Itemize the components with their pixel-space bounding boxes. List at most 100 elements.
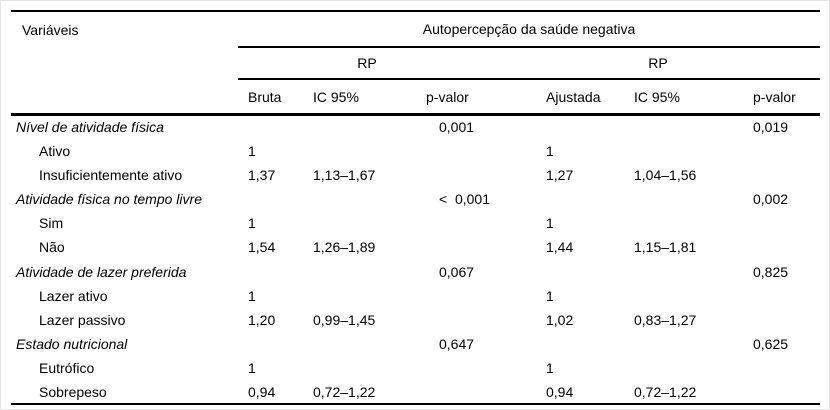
cell-pvalue-adjusted xyxy=(751,163,820,187)
cell-ic95-adjusted: 1,04–1,56 xyxy=(634,166,697,183)
row-label: Estado nutricional xyxy=(16,335,128,352)
cell-bruta: 1 xyxy=(248,287,256,304)
cell-ic95-crude xyxy=(301,139,426,163)
row-label: Sobrepeso xyxy=(11,380,238,406)
table-row: Eutrófico 1 1 xyxy=(11,356,820,380)
cell-ic95-crude xyxy=(301,356,426,380)
cell-bruta: 1 xyxy=(248,142,256,159)
cell-ic95-adjusted xyxy=(633,187,751,211)
table-row: Lazer passivo 1,20 0,99–1,45 1,02 0,83–1… xyxy=(11,308,820,332)
cell-pvalue-crude xyxy=(426,284,546,308)
cell-pvalue-crude xyxy=(426,308,546,332)
cell-pvalue-adjusted: 0,019 xyxy=(753,119,789,136)
row-label: Atividade física no tempo livre xyxy=(16,191,202,208)
cell-ic95-crude: 1,26–1,89 xyxy=(313,239,376,256)
header-row-columns: Bruta IC 95% p-valor Ajustada IC 95% p-v… xyxy=(11,79,821,116)
cell-ic95-crude: 1,13–1,67 xyxy=(313,166,376,183)
cell-bruta: 1,20 xyxy=(248,311,276,328)
category-row: Atividade de lazer preferida 0,067 0,825 xyxy=(11,259,820,283)
cell-ic95-crude: 0,72–1,22 xyxy=(301,380,426,406)
cell-ic95-adjusted: 0,72–1,22 xyxy=(633,380,751,406)
category-row: Nível de atividade física 0,001 0,019 xyxy=(11,115,820,139)
cell-ic95-adjusted xyxy=(633,115,751,139)
cell-ic95-crude xyxy=(301,187,426,211)
cell-ic95-adjusted xyxy=(633,332,751,356)
table-row: Sobrepeso 0,94 0,72–1,22 0,94 0,72–1,22 xyxy=(11,380,821,406)
cell-ajustada xyxy=(546,259,633,283)
cell-ic95-crude xyxy=(301,332,426,356)
cell-bruta: 1,37 xyxy=(248,166,276,183)
cell-ic95-adjusted xyxy=(633,139,751,163)
cell-pvalue-crude xyxy=(426,163,546,187)
cell-ajustada: 1,27 xyxy=(546,166,574,183)
cell-ic95-crude xyxy=(301,284,426,308)
cell-ajustada: 1,44 xyxy=(546,239,574,256)
cell-ic95-crude xyxy=(301,259,426,283)
cell-ic95-crude xyxy=(301,211,426,235)
cell-ajustada: 1 xyxy=(546,360,554,377)
cell-pvalue-crude: < 0,001 xyxy=(439,191,490,208)
row-label: Ativo xyxy=(39,142,71,159)
cell-bruta: 1,54 xyxy=(248,239,276,256)
cell-ic95-adjusted: 0,83–1,27 xyxy=(634,311,697,328)
row-label: Não xyxy=(39,239,65,256)
column-header-bruta: Bruta xyxy=(238,79,301,116)
cell-ajustada xyxy=(546,187,633,211)
row-label: Lazer ativo xyxy=(39,287,108,304)
row-label: Eutrófico xyxy=(39,360,95,377)
cell-pvalue-crude xyxy=(426,235,546,259)
category-row: Atividade física no tempo livre < 0,001 … xyxy=(11,187,820,211)
cell-bruta xyxy=(238,115,301,139)
cell-pvalue-adjusted: 0,002 xyxy=(753,191,789,208)
cell-ajustada xyxy=(546,115,633,139)
cell-ic95-adjusted: 1,15–1,81 xyxy=(634,239,697,256)
column-header-ic95-crude: IC 95% xyxy=(301,79,426,116)
cell-pvalue-adjusted: 0,825 xyxy=(753,263,789,280)
cell-bruta: 0,94 xyxy=(238,380,301,406)
cell-pvalue-crude: 0,001 xyxy=(439,119,475,136)
cell-ic95-crude: 0,99–1,45 xyxy=(313,311,376,328)
cell-bruta xyxy=(238,332,301,356)
cell-ic95-adjusted xyxy=(633,356,751,380)
cell-pvalue-crude xyxy=(426,139,546,163)
cell-ajustada: 1 xyxy=(546,215,554,232)
row-label: Sim xyxy=(39,215,64,232)
cell-pvalue-crude: 0,647 xyxy=(439,335,475,352)
cell-ic95-adjusted xyxy=(633,211,751,235)
column-header-ajustada: Ajustada xyxy=(546,79,633,116)
row-label: Insuficientemente ativo xyxy=(39,166,183,183)
table-row: Sim 1 1 xyxy=(11,211,820,235)
cell-ic95-adjusted xyxy=(633,284,751,308)
outcome-span-header: Autopercepção da saúde negativa xyxy=(238,10,821,48)
cell-ajustada: 1 xyxy=(546,142,554,159)
column-header-ic95-adjusted: IC 95% xyxy=(633,79,751,116)
cell-pvalue-adjusted xyxy=(751,380,821,406)
cell-pvalue-adjusted xyxy=(751,139,820,163)
row-label: Lazer passivo xyxy=(39,311,126,328)
header-row-groups: RP RP xyxy=(11,47,821,80)
cell-bruta xyxy=(238,259,301,283)
cell-pvalue-adjusted xyxy=(751,284,820,308)
cell-pvalue-adjusted xyxy=(751,211,820,235)
cell-ajustada: 0,94 xyxy=(546,380,633,406)
row-label: Nível de atividade física xyxy=(16,119,164,136)
cell-pvalue-adjusted xyxy=(751,308,820,332)
table-row: Insuficientemente ativo 1,37 1,13–1,67 1… xyxy=(11,163,820,187)
cell-pvalue-crude xyxy=(426,211,546,235)
table-row: Ativo 1 1 xyxy=(11,139,820,163)
cell-pvalue-crude: 0,067 xyxy=(439,263,475,280)
variables-column-header: Variáveis xyxy=(11,10,238,116)
group-header-rp-adjusted: RP xyxy=(546,47,821,80)
cell-pvalue-adjusted xyxy=(751,356,820,380)
cell-ajustada: 1 xyxy=(546,287,554,304)
category-row: Estado nutricional 0,647 0,625 xyxy=(11,332,820,356)
table-row: Não 1,54 1,26–1,89 1,44 1,15–1,81 xyxy=(11,235,820,259)
cell-ic95-crude xyxy=(301,115,426,139)
column-header-pvalue-crude: p-valor xyxy=(426,79,546,116)
table-row: Lazer ativo 1 1 xyxy=(11,284,820,308)
cell-ajustada: 1,02 xyxy=(546,311,574,328)
prevalence-ratio-table: Variáveis Autopercepção da saúde negativ… xyxy=(11,10,821,406)
cell-bruta: 1 xyxy=(248,215,256,232)
cell-bruta xyxy=(238,187,301,211)
